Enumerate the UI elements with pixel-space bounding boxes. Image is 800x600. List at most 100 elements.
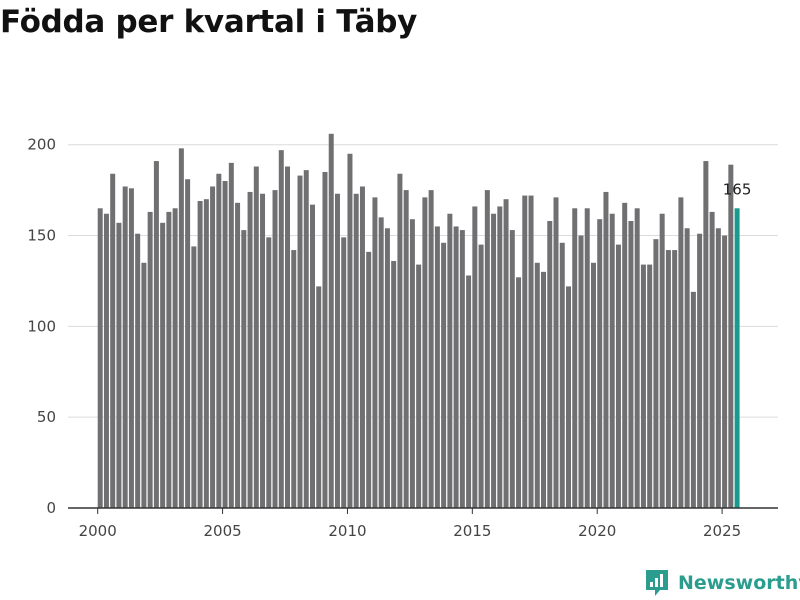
bar	[647, 264, 653, 508]
newsworthy-logo-icon	[646, 570, 668, 596]
bar	[353, 193, 359, 508]
data-label-highlight: 165	[723, 180, 752, 198]
bar	[397, 173, 403, 508]
labels: 0 50 100 150 200 2000 2005 2010 2015 2020 2025 165	[27, 136, 751, 540]
bar	[272, 190, 278, 509]
bar	[253, 166, 259, 508]
bar	[185, 179, 191, 508]
bar	[391, 260, 397, 508]
bar	[116, 222, 122, 508]
bar	[672, 250, 678, 508]
bar	[584, 208, 590, 508]
bar	[690, 291, 696, 508]
bar	[197, 201, 203, 508]
bar	[403, 190, 409, 509]
bar	[160, 222, 166, 508]
bar	[235, 202, 241, 508]
bar-highlight	[734, 208, 740, 508]
bars	[97, 133, 740, 509]
bar	[622, 202, 628, 508]
bar	[247, 191, 253, 508]
bar	[453, 226, 459, 508]
bar	[260, 193, 266, 508]
bar	[728, 164, 734, 508]
bar	[316, 286, 322, 508]
bar	[541, 271, 547, 508]
bar	[135, 233, 141, 508]
x-tick-label-2025: 2025	[703, 522, 741, 540]
bar	[103, 213, 109, 509]
x-tick-label-2000: 2000	[79, 522, 117, 540]
newsworthy-logo: Newsworthy	[644, 568, 800, 598]
bar	[291, 250, 297, 508]
bar	[659, 213, 665, 509]
bar	[634, 208, 640, 508]
bar	[441, 242, 447, 509]
bar	[278, 150, 284, 508]
bar	[609, 213, 615, 509]
bar	[210, 186, 216, 509]
bar	[147, 211, 153, 508]
bar	[484, 190, 490, 509]
x-tick-label-2010: 2010	[328, 522, 366, 540]
bar	[141, 262, 147, 508]
bar	[703, 161, 709, 509]
bar	[359, 186, 365, 509]
bar	[434, 226, 440, 508]
bar	[497, 206, 503, 508]
bar	[341, 237, 347, 508]
bar	[422, 197, 428, 508]
bar	[566, 286, 571, 508]
bar	[522, 195, 528, 508]
bar	[447, 213, 453, 509]
bar	[528, 195, 534, 508]
bar	[503, 199, 509, 508]
bar	[172, 208, 178, 508]
bar	[128, 188, 134, 509]
bar	[322, 171, 328, 508]
bar	[203, 199, 209, 508]
bar	[653, 239, 659, 508]
bar	[266, 237, 272, 508]
bar	[472, 206, 478, 508]
bar	[603, 191, 609, 508]
y-tick-label-50: 50	[37, 408, 56, 426]
newsworthy-brand-name: Newsworthy	[678, 572, 800, 594]
bar	[328, 133, 334, 509]
bar	[366, 251, 372, 508]
bar	[428, 190, 434, 509]
bar	[347, 153, 353, 508]
bar	[709, 211, 715, 508]
bar	[122, 186, 128, 509]
y-tick-label-200: 200	[27, 136, 56, 154]
bar	[678, 197, 684, 508]
bar	[166, 211, 172, 508]
bar	[572, 208, 578, 508]
chart-title: Födda per kvartal i Täby	[0, 4, 417, 40]
x-tick-label-2005: 2005	[203, 522, 241, 540]
bar	[509, 230, 515, 508]
bar	[466, 275, 472, 508]
bar	[516, 277, 522, 508]
bar	[553, 197, 559, 508]
bar	[628, 220, 634, 509]
bar	[640, 264, 646, 508]
bar	[285, 166, 291, 508]
x-tick-label-2015: 2015	[453, 522, 491, 540]
bar	[615, 244, 621, 509]
bar	[372, 197, 378, 508]
bar	[241, 230, 247, 508]
x-tick-label-2020: 2020	[578, 522, 616, 540]
bar	[297, 175, 303, 508]
bar	[590, 262, 596, 508]
bar	[665, 250, 671, 508]
y-tick-label-150: 150	[27, 227, 56, 245]
bar	[478, 244, 484, 509]
bar	[416, 264, 422, 508]
bar	[684, 228, 690, 508]
bar	[97, 208, 103, 508]
bar	[722, 235, 728, 508]
bar	[459, 230, 465, 508]
bar	[310, 204, 315, 508]
